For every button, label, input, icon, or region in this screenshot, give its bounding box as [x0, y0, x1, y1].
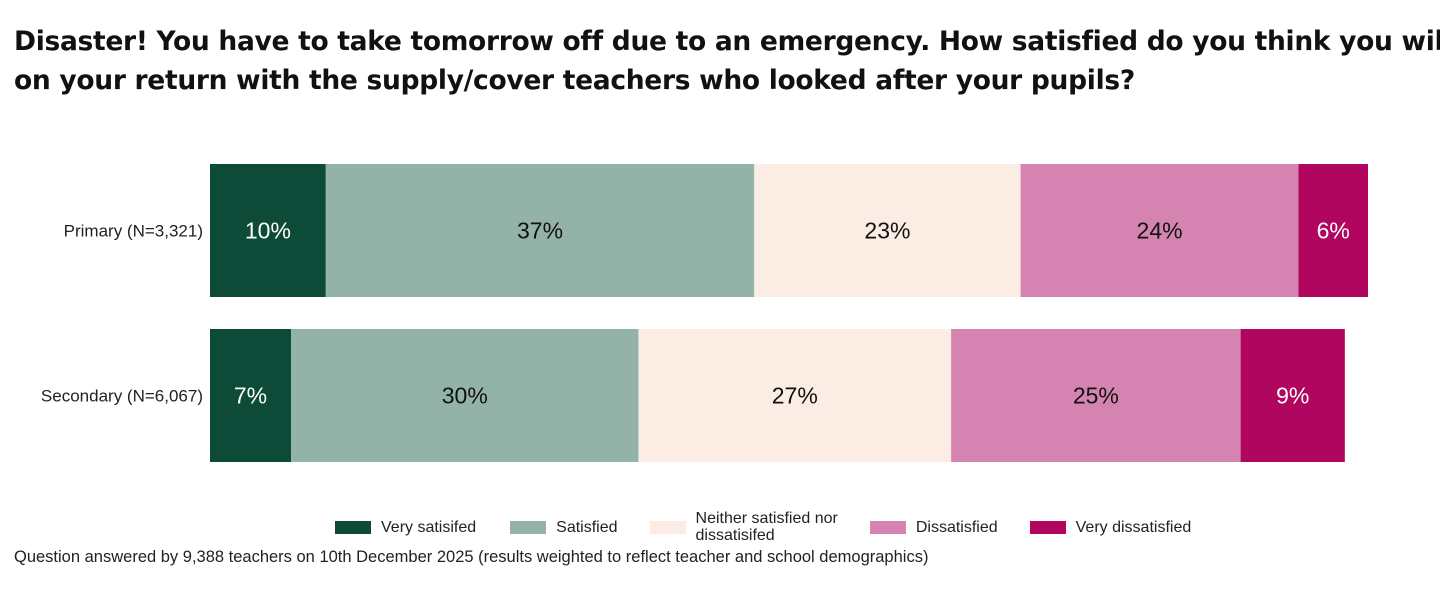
chart-title-line-2: on your return with the supply/cover tea…	[14, 65, 1135, 96]
data-label: 23%	[864, 218, 910, 244]
legend-item: Very dissatisfied	[1029, 518, 1192, 536]
chart-legend: Very satisifed Satisfied Neither satisfied…	[335, 507, 1191, 547]
legend-swatch	[1029, 520, 1066, 534]
bar-segment	[754, 164, 1021, 297]
legend-label: Neither satisfied nor dissatisifed	[695, 510, 838, 544]
category-label: Primary (N=3,321)	[64, 222, 203, 241]
legend-item: Satisfied	[510, 518, 618, 536]
legend-item: Very satisifed	[335, 519, 476, 536]
legend-swatch	[335, 520, 371, 534]
legend-swatch	[869, 520, 906, 534]
data-label: 27%	[772, 383, 818, 409]
data-label: 10%	[245, 218, 291, 244]
bar-segment	[638, 329, 952, 462]
legend-item: Dissatisfied	[869, 518, 998, 536]
legend-swatch	[510, 520, 547, 534]
bar-segment	[1298, 164, 1368, 297]
bar-segment	[291, 329, 639, 462]
data-label: 37%	[517, 218, 563, 244]
bar-group: Primary (N=3,321) 10% 37% 23% 24% 6% Secondary…	[41, 164, 1368, 462]
bar-segment	[1240, 329, 1345, 462]
category-label: Secondary (N=6,067)	[41, 387, 203, 406]
data-label: 6%	[1317, 218, 1350, 244]
legend-label: Satisfied	[556, 518, 618, 536]
data-label: 30%	[442, 383, 488, 409]
data-label: 25%	[1073, 383, 1119, 409]
bar-segment	[210, 164, 326, 297]
data-label: 24%	[1137, 218, 1183, 244]
chart-title-line-1: Disaster! You have to take tomorrow off …	[14, 26, 1440, 57]
bar-segment	[210, 329, 292, 462]
legend-swatch	[649, 520, 686, 534]
legend-label: Very dissatisfied	[1075, 518, 1192, 536]
footnote: Question answered by 9,388 teachers on 1…	[14, 548, 929, 566]
bar-segment	[1020, 164, 1299, 297]
legend-item: Neither satisfied nor dissatisifed	[649, 510, 838, 544]
chart-title: Disaster! You have to take tomorrow off …	[14, 22, 1440, 100]
bar-segment	[951, 329, 1241, 462]
bar-segment	[325, 164, 755, 297]
legend-label: Dissatisfied	[915, 518, 998, 536]
legend-label: Very satisifed	[381, 518, 477, 536]
data-label: 9%	[1276, 383, 1309, 409]
data-label: 7%	[234, 383, 267, 409]
